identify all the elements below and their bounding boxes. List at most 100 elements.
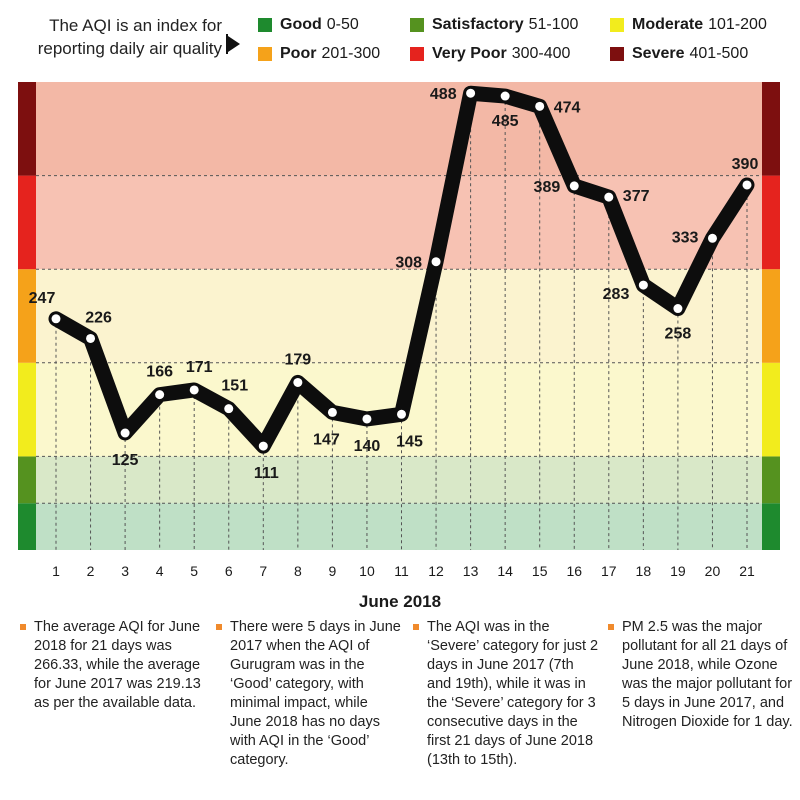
- x-tick-label: 4: [156, 563, 164, 579]
- band-side-right-very-poor: [762, 175, 780, 270]
- data-point: [500, 91, 510, 101]
- legend-range-good: 0-50: [326, 16, 359, 33]
- legend-label-satisfactory: Satisfactory: [432, 16, 524, 33]
- legend-range-very-poor: 300-400: [511, 45, 571, 62]
- value-label: 389: [534, 179, 561, 196]
- notes-section: The average AQI for June 2018 for 21 day…: [0, 618, 800, 800]
- data-point: [293, 377, 303, 387]
- note-bullet: [413, 624, 419, 630]
- value-label: 147: [313, 431, 340, 448]
- data-point: [638, 280, 648, 290]
- value-label: 485: [492, 113, 519, 130]
- data-point: [707, 233, 717, 243]
- x-tick-label: 2: [87, 563, 95, 579]
- x-tick-label: 8: [294, 563, 302, 579]
- legend-label-good: Good: [280, 16, 322, 33]
- legend-item-moderate: Moderate 101-200: [610, 14, 767, 36]
- band-side-left-severe: [18, 82, 36, 176]
- x-tick-label: 15: [532, 563, 548, 579]
- value-label: 140: [354, 438, 381, 455]
- data-point: [362, 414, 372, 424]
- x-tick-label: 9: [329, 563, 337, 579]
- x-tick-label: 21: [739, 563, 755, 579]
- legend-swatch-severe: [610, 47, 624, 61]
- value-label: 283: [603, 286, 630, 303]
- legend-item-good: Good 0-50: [258, 14, 359, 36]
- value-label: 151: [221, 378, 248, 395]
- legend-swatch-moderate: [610, 18, 624, 32]
- x-tick-label: 16: [566, 563, 582, 579]
- data-points: [51, 88, 752, 451]
- band-side-left-satisfactory: [18, 456, 36, 504]
- legend-range-satisfactory: 51-100: [528, 16, 579, 33]
- note-bullet: [608, 624, 614, 630]
- data-point: [397, 409, 406, 419]
- play-arrow-icon-stem: [226, 34, 228, 54]
- note-average-aqi: The average AQI for June 2018 for 21 day…: [20, 618, 206, 713]
- x-tick-label: 12: [428, 563, 444, 579]
- data-point: [155, 390, 165, 400]
- gridlines: [36, 93, 762, 550]
- x-tick-labels: 1 2 3 4 5 6 7 8 9 10 11 12 13 14 15 16 17 18 19 20 21: [52, 563, 755, 579]
- legend-label-very-poor: Very Poor: [432, 45, 507, 62]
- note-text: The average AQI for June 2018 for 21 day…: [34, 619, 201, 711]
- data-point: [604, 192, 614, 202]
- band-side-left-poor: [18, 269, 36, 363]
- data-point: [189, 385, 199, 395]
- note-text: PM 2.5 was the major pollutant for all 2…: [622, 619, 793, 730]
- data-point: [466, 88, 476, 98]
- note-text: There were 5 days in June 2017 when the …: [230, 619, 401, 768]
- legend-swatch-poor: [258, 47, 272, 61]
- note-severe-days: The AQI was in the ‘Severe’ category for…: [413, 618, 599, 770]
- legend-swatch-good: [258, 18, 272, 32]
- aqi-category-bands: [18, 82, 780, 550]
- legend-range-severe: 401-500: [689, 45, 749, 62]
- x-tick-label: 19: [670, 563, 686, 579]
- band-side-right-severe: [762, 82, 780, 176]
- data-point: [327, 407, 337, 417]
- value-label: 377: [623, 188, 650, 205]
- legend-item-satisfactory: Satisfactory 51-100: [410, 14, 578, 36]
- data-point: [224, 404, 234, 414]
- value-label: 308: [395, 255, 422, 272]
- data-point: [258, 441, 268, 451]
- legend-label-moderate: Moderate: [632, 16, 704, 33]
- x-tick-label: 7: [259, 563, 267, 579]
- play-arrow-icon: [228, 36, 240, 52]
- band-side-left-moderate: [18, 362, 36, 457]
- value-label: 111: [254, 465, 279, 482]
- x-tick-label: 20: [705, 563, 721, 579]
- note-pollutants: PM 2.5 was the major pollutant for all 2…: [608, 618, 794, 732]
- x-axis-label: June 2018: [359, 592, 441, 610]
- legend-header: The AQI is an index for reporting daily …: [0, 0, 800, 78]
- legend-range-moderate: 101-200: [708, 16, 767, 33]
- legend-item-very-poor: Very Poor 300-400: [410, 43, 570, 65]
- value-label: 145: [396, 433, 423, 450]
- x-tick-label: 6: [225, 563, 233, 579]
- value-label: 226: [85, 309, 112, 326]
- legend-label-poor: Poor: [280, 45, 317, 62]
- note-bullet: [20, 624, 26, 630]
- band-side-right-good: [762, 503, 780, 550]
- x-tick-label: 11: [394, 563, 409, 579]
- legend-swatch-satisfactory: [410, 18, 424, 32]
- note-good-days: There were 5 days in June 2017 when the …: [216, 618, 402, 770]
- data-point: [51, 314, 61, 324]
- note-text: The AQI was in the ‘Severe’ category for…: [427, 619, 599, 768]
- value-label: 474: [554, 99, 581, 116]
- band-good: [36, 503, 762, 550]
- value-label: 333: [672, 229, 699, 246]
- value-label: 247: [29, 290, 56, 307]
- legend-item-poor: Poor 201-300: [258, 43, 380, 65]
- band-satisfactory: [36, 456, 762, 504]
- note-bullet: [216, 624, 222, 630]
- data-point: [569, 181, 579, 191]
- x-tick-label: 1: [52, 563, 60, 579]
- value-label: 179: [284, 351, 311, 368]
- legend-swatch-very-poor: [410, 47, 424, 61]
- legend-label-severe: Severe: [632, 45, 685, 62]
- band-very-poor: [36, 175, 762, 270]
- data-point: [535, 101, 545, 111]
- band-side-left-good: [18, 503, 36, 550]
- band-side-right-moderate: [762, 362, 780, 457]
